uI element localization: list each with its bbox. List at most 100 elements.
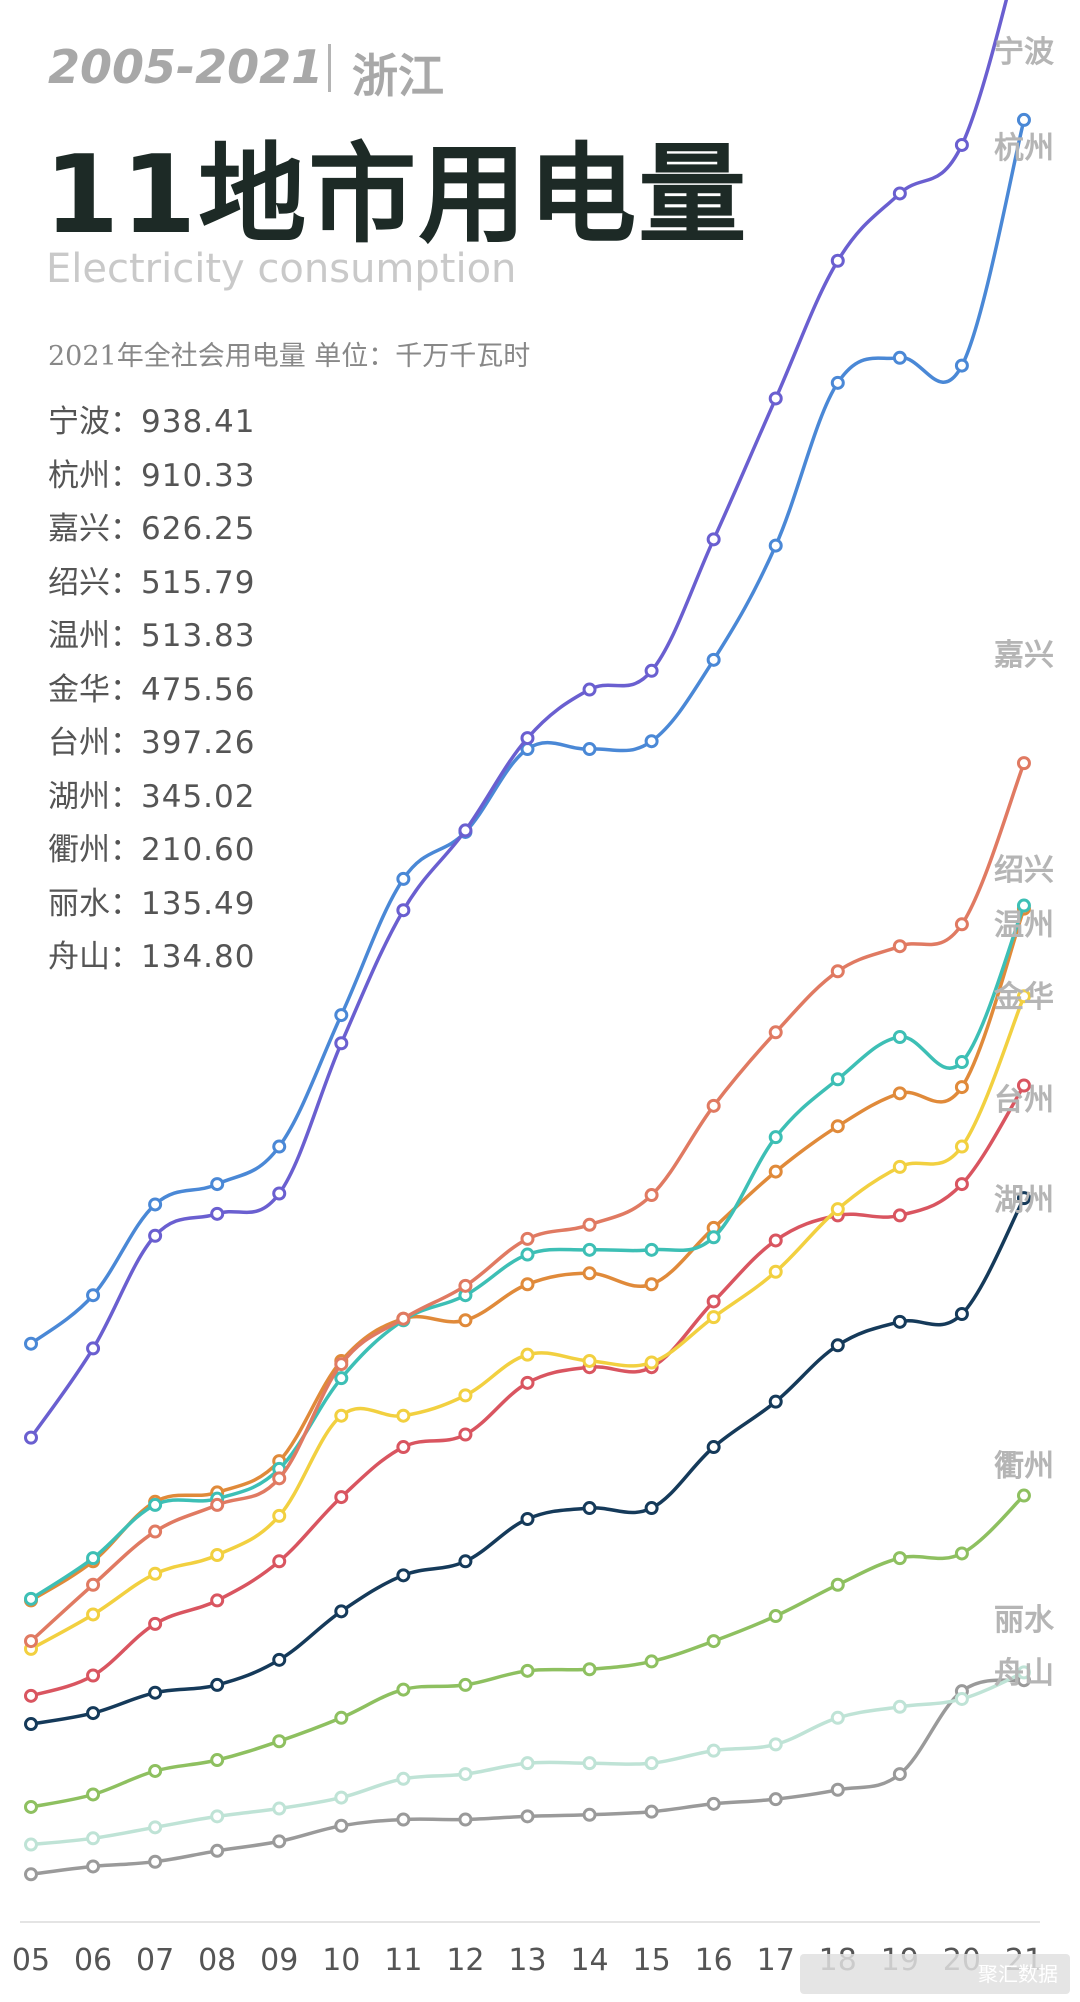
data-point [1016, 1078, 1031, 1093]
data-point [334, 1818, 349, 1833]
series-line [29, 903, 1026, 1601]
data-point [644, 734, 659, 749]
data-point [768, 1609, 783, 1624]
data-point [458, 1767, 473, 1782]
data-point [458, 1313, 473, 1328]
data-point [706, 652, 721, 667]
stat-city: 丽水 [48, 885, 110, 922]
data-point [396, 871, 411, 886]
x-tick-label: 06 [74, 1943, 112, 1978]
data-point [334, 1408, 349, 1423]
series-line [29, 1678, 1026, 1877]
data-point [954, 1139, 969, 1154]
series-end-label: 温州 [994, 908, 1054, 943]
stat-row: 丽水：135.49 [48, 885, 256, 922]
data-point [768, 391, 783, 406]
x-tick-label: 10 [322, 1943, 360, 1978]
data-point [954, 358, 969, 373]
stat-value: 345.02 [141, 778, 256, 815]
data-point [272, 1834, 287, 1849]
data-point [272, 1734, 287, 1749]
data-point [892, 939, 907, 954]
data-point [86, 1787, 101, 1802]
data-point [148, 1497, 163, 1512]
data-point [24, 1799, 38, 1814]
stat-row: 宁波：938.41 [48, 404, 256, 440]
stat-value: 515.79 [141, 564, 256, 601]
data-point [24, 1430, 38, 1445]
data-point [210, 1497, 225, 1512]
data-point [86, 1551, 101, 1566]
series-end-label: 杭州 [994, 131, 1054, 166]
data-point [396, 903, 411, 918]
data-point [892, 1699, 907, 1714]
data-point [520, 1247, 535, 1262]
stat-row: 金华：475.56 [48, 671, 256, 708]
stat-value: 475.56 [141, 671, 256, 708]
data-point [86, 1831, 101, 1846]
data-point [706, 1230, 721, 1245]
data-point [768, 1394, 783, 1409]
data-point [830, 1710, 845, 1725]
series-end-label: 绍兴 [994, 853, 1054, 888]
header-years: 2005-2021 [48, 40, 324, 94]
data-point [396, 1408, 411, 1423]
data-point [582, 1756, 597, 1771]
data-point [582, 1353, 597, 1368]
data-point [644, 1804, 659, 1819]
data-point [272, 1801, 287, 1816]
data-point [396, 1568, 411, 1583]
data-point [24, 1717, 38, 1732]
data-point [768, 1792, 783, 1807]
data-point [520, 731, 535, 746]
data-point [1016, 756, 1031, 771]
data-point [954, 917, 969, 932]
stat-row: 杭州：910.33 [48, 457, 256, 494]
data-point [396, 1311, 411, 1326]
data-point [706, 1098, 721, 1113]
data-point [892, 350, 907, 365]
data-point [86, 1706, 101, 1721]
series-end-label: 湖州 [994, 1183, 1054, 1218]
data-point [706, 532, 721, 547]
data-point [210, 1843, 225, 1858]
data-point [768, 1130, 783, 1145]
data-point [954, 137, 969, 152]
data-point [210, 1548, 225, 1563]
data-point [892, 1767, 907, 1782]
series-line [29, 1083, 1026, 1698]
stat-city: 台州 [48, 725, 110, 761]
data-point [148, 1685, 163, 1700]
data-point [830, 375, 845, 390]
data-point [1016, 1191, 1031, 1206]
series-end-label: 衢州 [994, 1449, 1054, 1484]
data-point [520, 1512, 535, 1527]
stat-row: 衢州：210.60 [48, 832, 256, 868]
data-point [706, 1440, 721, 1455]
chart-subtitle: Electricity consumption [46, 246, 517, 292]
data-point [1016, 898, 1031, 913]
x-tick-label: 08 [198, 1943, 236, 1978]
data-point [458, 1554, 473, 1569]
data-point [272, 1186, 287, 1201]
data-point [644, 1242, 659, 1257]
data-point [148, 1616, 163, 1631]
stat-value: 910.33 [141, 457, 256, 494]
data-point [272, 1471, 287, 1486]
data-point [334, 1710, 349, 1725]
data-point [24, 1336, 38, 1351]
data-point [86, 1668, 101, 1683]
data-point [334, 1371, 349, 1386]
data-point [768, 1164, 783, 1179]
data-point [892, 1208, 907, 1223]
data-point [148, 1763, 163, 1778]
data-point [954, 1177, 969, 1192]
data-point [830, 1119, 845, 1134]
series-end-label: 嘉兴 [994, 638, 1054, 673]
data-point [210, 1177, 225, 1192]
x-tick-label: 11 [384, 1943, 422, 1978]
data-point [1016, 112, 1031, 127]
data-point [396, 1682, 411, 1697]
data-point [644, 1756, 659, 1771]
